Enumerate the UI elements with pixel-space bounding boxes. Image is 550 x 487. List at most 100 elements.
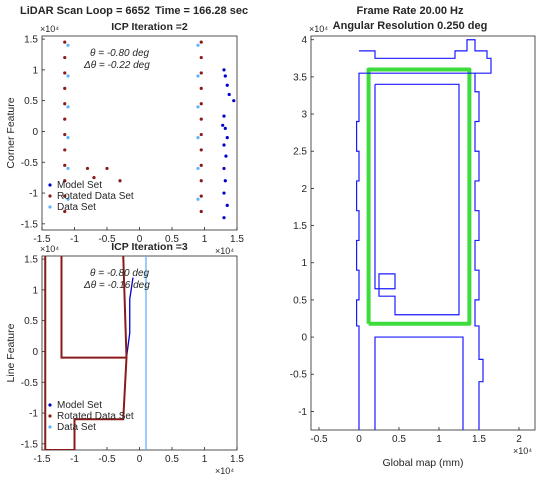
y-tick-label: -0.5 — [290, 370, 308, 381]
x-tick-label: 0.5 — [165, 454, 179, 465]
scatter-point — [63, 179, 67, 183]
scatter-point — [63, 86, 67, 90]
scatter-point — [118, 179, 122, 183]
scatter-point — [222, 114, 226, 118]
scatter-point — [199, 194, 203, 198]
legend-marker — [48, 403, 52, 407]
scatter-point — [224, 154, 228, 158]
legend-label: Data Set — [57, 422, 96, 433]
scatter-point — [199, 148, 203, 152]
global-map-plot: -0.5 0 0.5 1 1.5 2-1-0.500.511.522.533.54×10⁴… — [290, 24, 536, 469]
y-tick-label: 1 — [301, 258, 307, 269]
y-tick-label: 0.5 — [293, 295, 307, 306]
legend-label: Model Set — [57, 180, 102, 191]
time-title: Time = 166.28 sec — [155, 5, 248, 17]
x-axis-label: Global map (mm) — [382, 457, 463, 469]
x-tick-label: -1 — [70, 234, 79, 245]
scatter-point — [63, 163, 67, 167]
scatter-point — [199, 86, 203, 90]
y-tick-label: -1 — [298, 407, 307, 418]
legend-label: Rotated Data Set — [57, 191, 134, 202]
x-tick-label: 0 — [137, 234, 143, 245]
scatter-point — [199, 163, 203, 167]
angular-resolution-title: Angular Resolution 0.250 deg — [333, 20, 488, 32]
x-exponent-label: ×10⁴ — [215, 246, 234, 256]
y-tick-label: -1.5 — [21, 219, 39, 230]
legend-label: Model Set — [57, 400, 102, 411]
x-tick-label: -1.5 — [33, 454, 51, 465]
legend-marker — [48, 414, 52, 418]
theta-annotation: θ = -0.80 deg — [90, 48, 150, 59]
y-axis-label: Corner Feature — [5, 97, 17, 168]
scatter-point — [63, 209, 67, 214]
y-tick-label: -1 — [29, 409, 38, 420]
plot-area — [63, 40, 236, 220]
x-tick-label: 1 — [436, 434, 442, 445]
scatter-point — [63, 132, 67, 137]
x-tick-label: -0.5 — [98, 234, 116, 245]
panel-title: ICP Iteration =2 — [111, 21, 188, 33]
scatter-point — [199, 71, 203, 75]
scatter-point — [63, 117, 67, 121]
y-tick-label: -1 — [29, 189, 38, 200]
legend-label: Data Set — [57, 202, 96, 213]
scatter-point — [199, 55, 203, 60]
x-tick-label: 0 — [356, 434, 362, 445]
scatter-point — [225, 136, 229, 140]
map-wall-line — [356, 39, 492, 430]
scatter-point — [232, 99, 236, 103]
x-tick-label: 2 — [516, 434, 522, 445]
x-tick-label: 0.5 — [165, 234, 179, 245]
frame-rate-title: Frame Rate 20.00 Hz — [357, 5, 464, 17]
axes-box — [310, 35, 536, 431]
scatter-point — [66, 197, 70, 201]
scatter-point — [199, 117, 203, 121]
scatter-point — [227, 92, 231, 97]
y-tick-label: -1.5 — [21, 439, 39, 450]
y-axis-label: Line Feature — [5, 323, 17, 382]
scatter-point — [105, 166, 109, 171]
scatter-point — [63, 194, 67, 198]
y-exponent-label: ×10⁴ — [40, 244, 59, 254]
scatter-point — [196, 166, 200, 171]
scatter-point — [196, 105, 200, 109]
map-wall-line — [374, 83, 460, 316]
scan-loop-title: LiDAR Scan Loop = 6652 — [20, 5, 150, 17]
scatter-point — [92, 176, 96, 180]
plot-area — [356, 39, 492, 430]
scatter-point — [196, 197, 200, 201]
y-tick-label: 0 — [301, 333, 307, 344]
scatter-point — [85, 166, 90, 171]
scatter-point — [196, 136, 200, 140]
y-tick-label: 1 — [32, 285, 38, 296]
scatter-point — [66, 43, 70, 47]
x-tick-label: -1.5 — [33, 234, 51, 245]
plot-area — [44, 256, 147, 450]
scatter-point — [196, 74, 200, 78]
x-exponent-label: ×10⁴ — [513, 446, 532, 456]
scatter-point — [223, 126, 227, 130]
x-tick-label: 1 — [202, 454, 208, 465]
scatter-point — [66, 136, 70, 140]
scatter-point — [199, 179, 203, 183]
scatter-point — [63, 71, 67, 75]
y-tick-label: -0.5 — [21, 378, 39, 389]
x-tick-label: -1 — [70, 454, 79, 465]
series-line — [125, 277, 134, 358]
scatter-point — [225, 83, 229, 87]
series-line — [60, 256, 127, 359]
trajectory-path — [366, 67, 472, 326]
x-tick-label: 1 — [202, 234, 208, 245]
legend-marker — [48, 205, 52, 209]
legend-label: Rotated Data Set — [57, 411, 134, 422]
y-tick-label: 1.5 — [24, 255, 38, 266]
x-tick-label: -0.5 — [310, 434, 328, 445]
scatter-point — [225, 203, 229, 207]
scatter-point — [223, 179, 227, 183]
scatter-point — [199, 132, 203, 137]
scatter-point — [63, 148, 67, 152]
legend-marker — [48, 425, 52, 429]
scatter-point — [199, 40, 203, 44]
